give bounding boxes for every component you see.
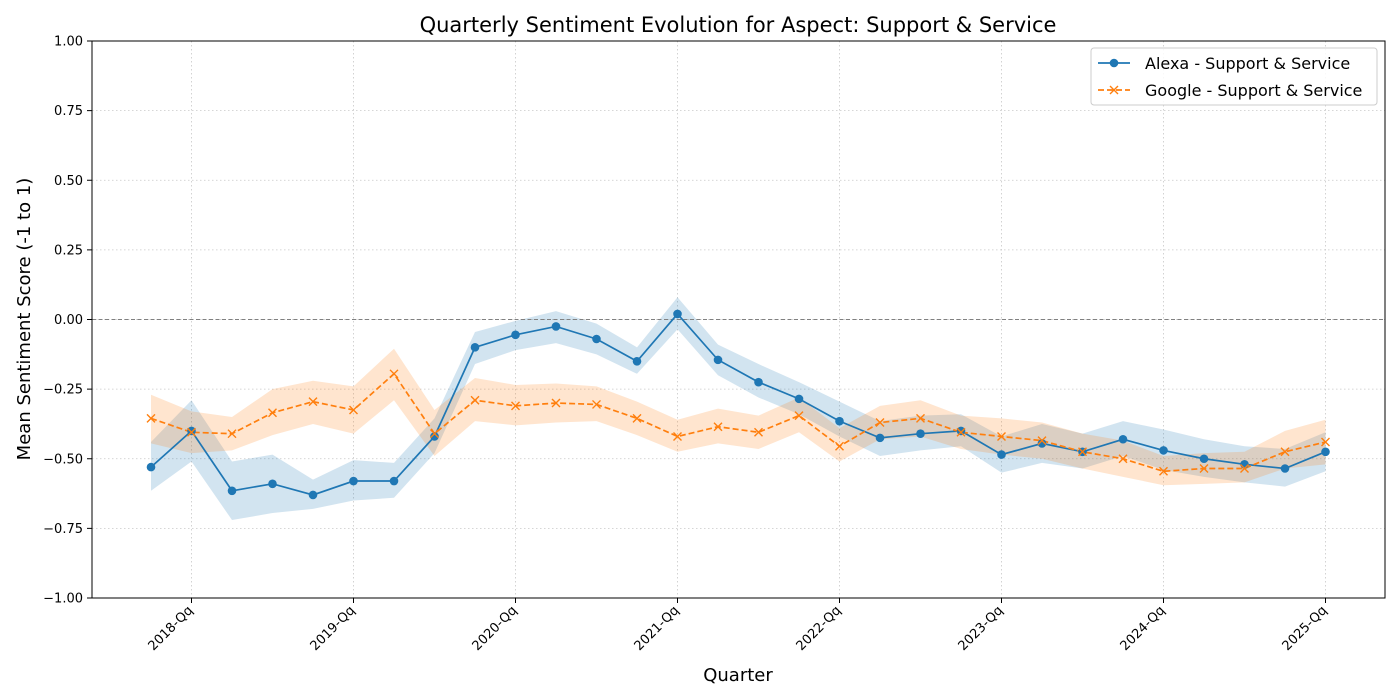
y-axis-label: Mean Sentiment Score (-1 to 1) bbox=[14, 178, 35, 461]
data-point bbox=[956, 426, 966, 436]
legend-label: Alexa - Support & Service bbox=[1145, 54, 1350, 73]
data-point bbox=[835, 441, 844, 451]
data-point bbox=[713, 355, 723, 365]
data-point bbox=[1037, 436, 1047, 446]
data-point bbox=[673, 431, 682, 441]
legend-marker bbox=[1109, 58, 1119, 68]
data-point bbox=[1321, 447, 1330, 457]
data-point bbox=[146, 413, 156, 423]
data-point bbox=[916, 429, 925, 438]
data-point bbox=[1280, 447, 1290, 457]
data-point bbox=[389, 476, 399, 486]
y-tick-label: 0.75 bbox=[54, 104, 83, 119]
data-point bbox=[227, 429, 237, 439]
data-point bbox=[997, 431, 1006, 441]
data-point bbox=[511, 401, 520, 411]
series-lines bbox=[150, 312, 1326, 496]
data-point bbox=[430, 432, 439, 441]
data-point bbox=[1078, 447, 1087, 457]
data-point bbox=[187, 427, 196, 437]
y-tick-label: −0.50 bbox=[43, 452, 83, 467]
legend-marker bbox=[1109, 85, 1119, 95]
data-point bbox=[875, 433, 885, 443]
series-line bbox=[150, 312, 1326, 496]
data-point bbox=[349, 405, 358, 415]
data-point bbox=[1240, 464, 1249, 473]
data-point bbox=[308, 490, 318, 500]
data-point bbox=[835, 416, 844, 426]
data-point bbox=[632, 356, 642, 366]
data-point bbox=[754, 377, 763, 387]
y-tick-label: 1.00 bbox=[54, 35, 83, 50]
chart-title: Quarterly Sentiment Evolution for Aspect… bbox=[420, 13, 1057, 37]
data-point bbox=[997, 450, 1006, 459]
data-point bbox=[551, 398, 561, 408]
data-point bbox=[268, 479, 277, 489]
data-point bbox=[956, 427, 966, 437]
data-point bbox=[632, 413, 642, 423]
legend-box bbox=[1090, 47, 1378, 106]
y-tick-label: −0.75 bbox=[43, 522, 83, 537]
data-point bbox=[470, 343, 480, 352]
data-point bbox=[308, 397, 318, 407]
data-point bbox=[1280, 464, 1290, 473]
data-point bbox=[470, 395, 480, 405]
data-point bbox=[1199, 464, 1209, 473]
data-point bbox=[268, 408, 277, 418]
confidence-band bbox=[151, 297, 1326, 521]
y-tick-label: 0.25 bbox=[54, 243, 83, 258]
data-point bbox=[551, 322, 561, 331]
data-point bbox=[511, 330, 520, 340]
data-point bbox=[875, 418, 885, 428]
x-axis-label: Quarter bbox=[703, 665, 773, 686]
data-point bbox=[794, 411, 804, 421]
data-point bbox=[349, 476, 358, 486]
y-tick-label: 0.50 bbox=[54, 174, 83, 189]
data-point bbox=[1321, 437, 1330, 447]
data-point bbox=[187, 426, 196, 436]
data-point bbox=[592, 334, 601, 344]
legend-label: Google - Support & Service bbox=[1145, 81, 1362, 100]
data-point bbox=[146, 462, 156, 472]
confidence-bands bbox=[151, 297, 1326, 521]
y-tick-label: −0.25 bbox=[43, 383, 83, 398]
y-tick-label: −1.00 bbox=[43, 592, 83, 607]
data-point bbox=[1118, 434, 1128, 444]
y-axis-ticks: −1.00 −0.75 −0.50 −0.25 0.00 0.25 0.50 0.75 1.00 bbox=[43, 35, 92, 607]
series-line bbox=[150, 372, 1326, 473]
data-point bbox=[713, 422, 723, 432]
data-point bbox=[389, 369, 399, 379]
data-point bbox=[754, 427, 763, 437]
legend: Alexa - Support & Service Google - Suppor… bbox=[1090, 47, 1378, 106]
data-point bbox=[673, 309, 682, 319]
series-markers bbox=[146, 309, 1330, 500]
data-point bbox=[1199, 454, 1209, 464]
data-point bbox=[1159, 446, 1168, 455]
grid bbox=[92, 40, 1385, 599]
data-point bbox=[794, 394, 804, 404]
y-tick-label: 0.00 bbox=[54, 313, 83, 328]
data-point bbox=[916, 413, 925, 423]
confidence-band bbox=[151, 348, 1326, 486]
data-point bbox=[592, 399, 601, 409]
data-point bbox=[1159, 466, 1168, 476]
data-point bbox=[1240, 460, 1249, 469]
data-point bbox=[1118, 454, 1128, 464]
data-point bbox=[430, 429, 439, 439]
data-point bbox=[1037, 439, 1047, 448]
data-point bbox=[227, 486, 237, 496]
